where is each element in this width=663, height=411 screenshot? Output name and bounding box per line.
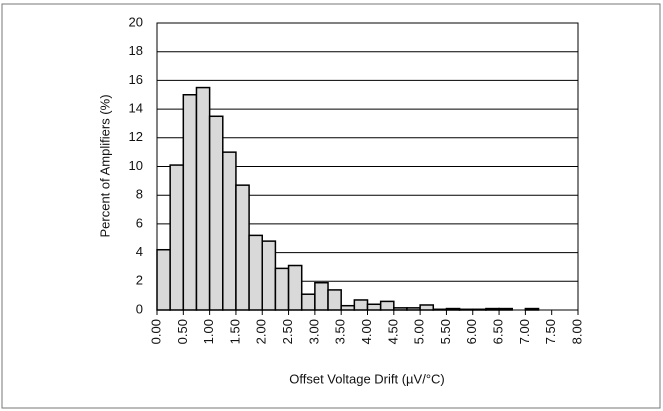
bar [182,94,198,311]
bar [366,303,382,311]
x-tick-label: 1.00 [201,319,216,344]
x-tick-label: 1.50 [227,319,242,344]
bar [379,300,395,311]
bar [524,307,540,311]
x-tick-label: 5.00 [412,319,427,344]
y-tick-label: 0 [136,301,143,316]
x-tick-label: 7.50 [543,319,558,344]
bar [169,164,185,311]
bar [222,151,237,311]
x-tick-label: 7.00 [517,319,532,344]
bar [156,248,171,311]
bar [274,267,290,311]
bar [458,308,474,311]
bar [261,240,277,311]
bar [485,307,500,311]
x-tick-label: 0.50 [175,319,190,344]
x-tick-label: 5.50 [438,319,453,344]
x-tick-label: 2.50 [280,319,295,344]
bar [353,299,369,311]
y-tick-label: 14 [129,101,143,116]
x-tick-label: 3.00 [306,319,321,344]
bar [235,184,250,311]
x-tick-label: 3.50 [333,319,348,344]
x-tick-label: 8.00 [569,319,584,344]
x-tick-label: 4.50 [385,319,400,344]
frame [1,3,661,409]
bar [432,308,448,311]
bar [327,289,342,311]
y-tick-label: 10 [129,158,143,173]
bar [287,264,303,311]
bar [445,307,461,311]
bar [300,293,316,311]
x-axis-label: Offset Voltage Drift (µV/°C) [289,371,445,386]
y-tick-label: 4 [136,244,143,259]
y-tick-label: 18 [129,43,143,58]
y-tick-label: 8 [136,187,143,202]
bar [419,304,435,311]
y-tick-label: 20 [129,14,143,29]
y-axis-label: Percent of Amplifiers (%) [97,94,112,237]
bar [498,307,513,311]
bar [195,86,211,311]
bar [208,115,224,311]
bar [248,234,263,311]
x-tick-label: 6.00 [464,319,479,344]
y-tick-label: 6 [136,215,143,230]
x-tick-label: 6.50 [491,319,506,344]
bar [406,307,421,311]
bar [393,307,408,311]
bar [340,304,356,311]
x-tick-label: 0.00 [148,319,163,344]
y-tick-label: 2 [136,273,143,288]
y-tick-label: 16 [129,72,143,87]
bar [314,281,329,311]
x-tick-label: 2.00 [254,319,269,344]
y-tick-label: 12 [129,129,143,144]
x-tick-label: 4.00 [359,319,374,344]
bar [472,308,487,311]
